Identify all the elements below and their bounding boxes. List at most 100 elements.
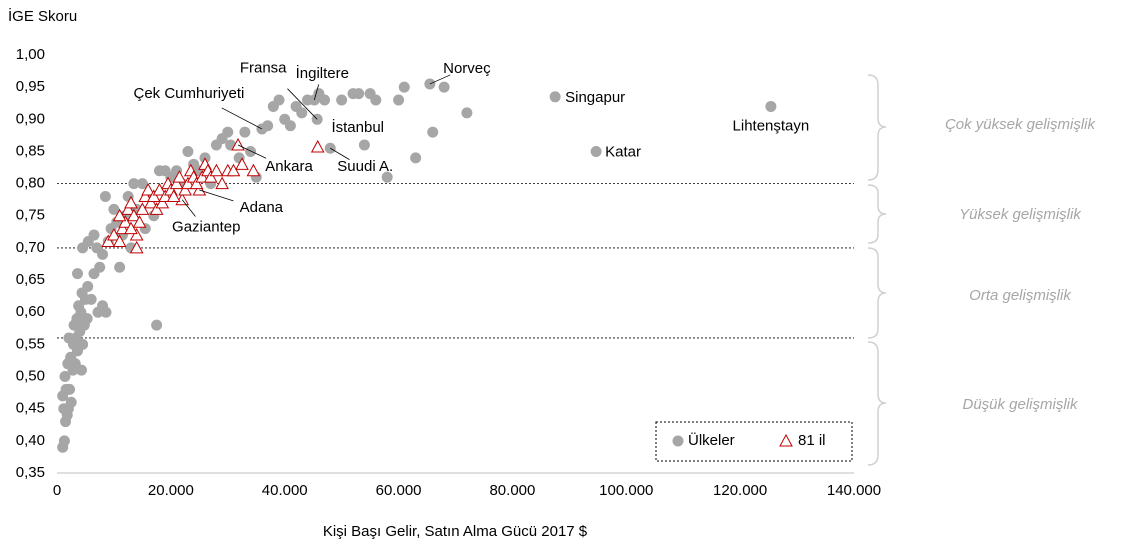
x-tick-label: 140.000	[827, 482, 881, 499]
y-tick-label: 0,85	[16, 142, 45, 159]
point	[319, 94, 331, 106]
point	[115, 221, 130, 235]
legend-label: 81 il	[798, 432, 826, 449]
brackets	[867, 74, 887, 466]
point	[155, 195, 170, 209]
annotation: Adana	[240, 199, 284, 216]
point	[64, 383, 76, 395]
point	[381, 171, 393, 183]
bracket	[867, 74, 887, 181]
leader-line	[429, 74, 451, 85]
y-tick-label: 0,90	[16, 110, 45, 127]
x-tick-label: 0	[53, 482, 61, 499]
point	[118, 215, 133, 228]
leader-line	[181, 199, 196, 217]
x-tick-label: 100.000	[599, 482, 653, 499]
x-tick-label: 80.000	[489, 482, 535, 499]
x-axis-title: Kişi Başı Gelir, Satın Alma Gücü 2017 $	[323, 523, 588, 540]
band-label: Orta gelişmişlik	[969, 287, 1072, 304]
point	[132, 215, 147, 228]
point	[178, 183, 192, 196]
bracket	[867, 247, 887, 339]
point	[114, 261, 126, 273]
point	[461, 107, 473, 119]
point	[410, 152, 422, 164]
band-label: Çok yüksek gelişmişlik	[945, 116, 1097, 133]
point	[262, 120, 274, 132]
annotation: Norveç	[443, 60, 491, 77]
point	[246, 163, 261, 177]
point	[124, 195, 138, 209]
point	[195, 170, 210, 183]
point	[121, 202, 136, 215]
annotation: Singapur	[565, 89, 625, 106]
annotation: İngiltere	[296, 64, 349, 82]
bracket	[867, 184, 887, 244]
point	[138, 189, 153, 202]
point	[101, 234, 116, 247]
x-tick-label: 20.000	[148, 482, 194, 499]
point	[353, 88, 365, 100]
y-tick-label: 0,70	[16, 239, 45, 256]
point	[222, 126, 234, 138]
point	[152, 183, 167, 196]
annotation: Katar	[605, 143, 641, 160]
bracket	[867, 341, 887, 466]
x-tick-label: 40.000	[262, 482, 308, 499]
point	[203, 170, 218, 183]
leader-line	[313, 84, 320, 101]
y-tick-label: 0,60	[16, 303, 45, 320]
point	[181, 176, 195, 190]
band-label: Yüksek gelişmişlik	[959, 206, 1082, 223]
x-tick-label: 60.000	[376, 482, 422, 499]
legend-marker	[672, 435, 684, 447]
point	[189, 176, 204, 190]
y-tick-label: 0,65	[16, 271, 45, 288]
point	[146, 189, 161, 202]
point	[128, 178, 140, 190]
point	[765, 100, 777, 112]
point	[239, 126, 251, 138]
y-tick-label: 0,75	[16, 207, 45, 224]
point	[129, 240, 144, 254]
annotation: Gaziantep	[172, 219, 240, 236]
point	[370, 94, 382, 106]
point	[215, 176, 229, 190]
point	[58, 435, 70, 447]
leader-line	[330, 147, 350, 160]
band-label: Düşük gelişmişlik	[962, 396, 1079, 413]
point	[59, 371, 71, 383]
point	[88, 229, 100, 241]
x-tick-label: 120.000	[713, 482, 767, 499]
leader-line	[237, 144, 267, 159]
point	[438, 81, 450, 93]
point	[284, 120, 296, 132]
point	[151, 319, 163, 331]
point	[99, 190, 111, 202]
leader-line	[199, 189, 234, 202]
leader-line	[221, 107, 263, 130]
legend-box	[655, 421, 853, 462]
point	[97, 248, 109, 260]
point	[112, 234, 127, 247]
y-tick-label: 0,40	[16, 432, 45, 449]
annotation: Lihtenştayn	[733, 117, 810, 134]
point	[97, 300, 109, 312]
point	[192, 183, 207, 196]
point	[235, 157, 249, 170]
y-tick-label: 0,80	[16, 175, 45, 192]
point	[182, 145, 194, 157]
legend-label: Ülkeler	[688, 431, 735, 449]
annotation: İstanbul	[331, 118, 384, 136]
point	[209, 163, 224, 177]
point	[107, 228, 121, 241]
annotation: Çek Cumhuriyeti	[134, 85, 245, 102]
y-tick-label: 1,00	[16, 46, 45, 63]
point	[301, 94, 313, 106]
y-tick-label: 0,45	[16, 400, 45, 417]
point	[273, 94, 285, 106]
point	[144, 195, 158, 209]
point	[169, 176, 184, 190]
leader-line	[287, 88, 318, 120]
